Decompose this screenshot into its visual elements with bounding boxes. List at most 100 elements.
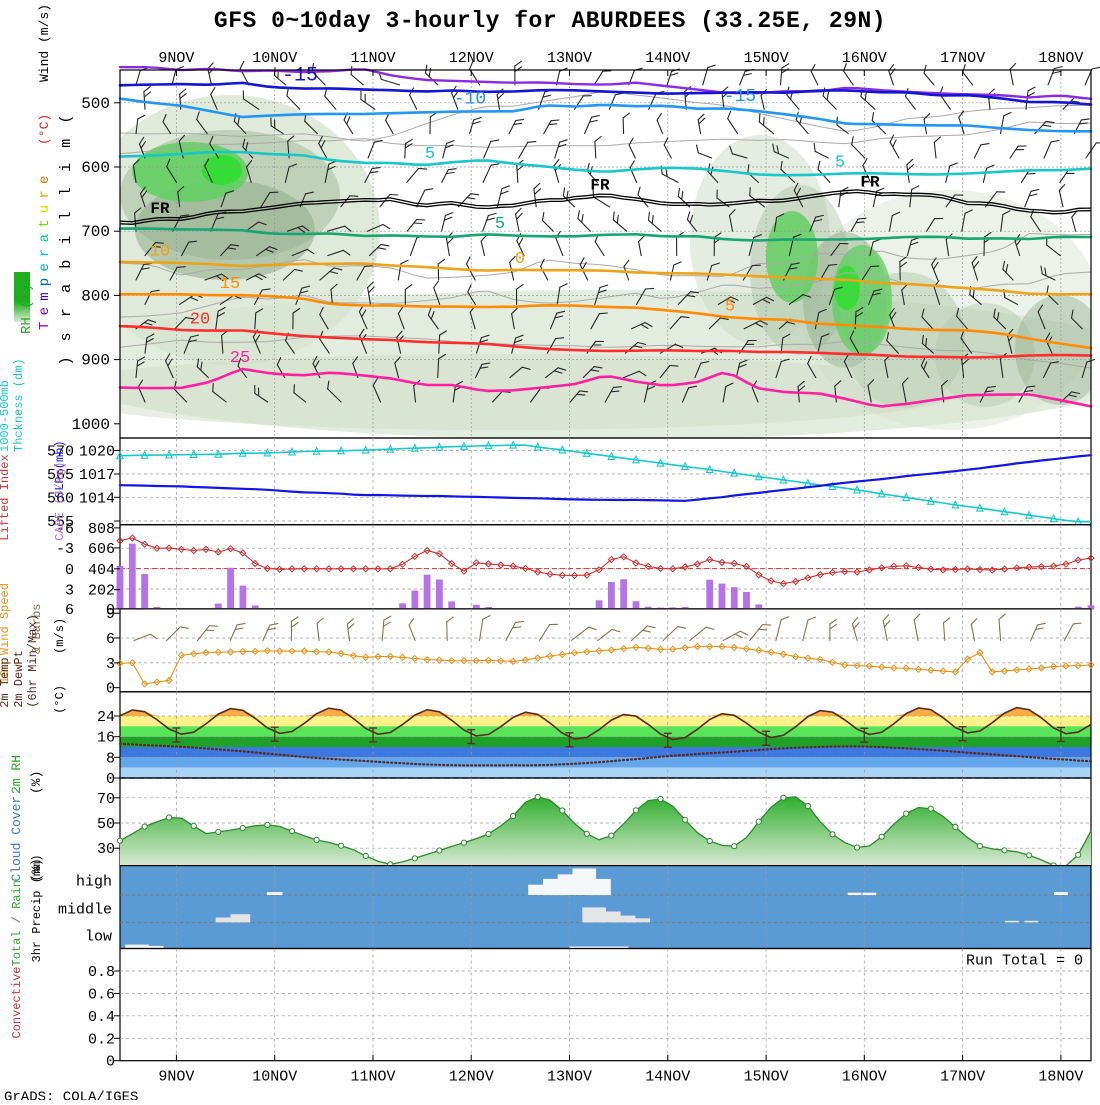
svg-text:10NOV: 10NOV (252, 1069, 297, 1086)
svg-text:25: 25 (230, 349, 250, 368)
svg-text:0: 0 (106, 681, 115, 698)
svg-text:500: 500 (81, 95, 110, 113)
svg-text:u: u (37, 205, 53, 213)
svg-text:10: 10 (150, 243, 170, 262)
svg-text:15: 15 (220, 275, 240, 294)
svg-text:FR: FR (150, 200, 170, 218)
svg-text:middle: middle (58, 902, 112, 919)
svg-text:a: a (37, 234, 53, 242)
svg-text:Lifted Index: Lifted Index (0, 454, 12, 540)
svg-text:i: i (58, 163, 75, 172)
svg-text:r: r (37, 249, 53, 257)
svg-text:5: 5 (425, 145, 435, 164)
svg-text:e: e (37, 263, 53, 271)
svg-text:16NOV: 16NOV (842, 1069, 887, 1086)
svg-text:s: s (58, 332, 75, 341)
svg-text:FR: FR (590, 176, 610, 194)
svg-text:9NOV: 9NOV (158, 50, 194, 67)
svg-text:2m DewPt: 2m DewPt (12, 650, 26, 708)
svg-text:6: 6 (65, 602, 74, 619)
svg-text:5: 5 (725, 298, 735, 317)
svg-text:11NOV: 11NOV (350, 1069, 395, 1086)
svg-text:16NOV: 16NOV (842, 50, 887, 67)
svg-text:900: 900 (81, 352, 110, 370)
svg-text:10NOV: 10NOV (252, 50, 297, 67)
svg-text:Convective: Convective (10, 966, 24, 1038)
svg-text:0.6: 0.6 (88, 986, 115, 1003)
svg-text:t: t (37, 219, 53, 227)
svg-text:): ) (58, 356, 75, 365)
svg-text:(%): (%) (29, 771, 44, 794)
svg-text:5: 5 (495, 215, 505, 234)
svg-text:T: T (37, 322, 53, 330)
svg-text:b: b (58, 260, 75, 269)
svg-text:700: 700 (81, 223, 110, 241)
svg-text:0: 0 (106, 771, 115, 788)
svg-text:20: 20 (190, 311, 210, 330)
svg-text:CAPE (J/kg): CAPE (J/kg) (53, 461, 67, 540)
svg-text:600: 600 (81, 159, 110, 177)
svg-text:high: high (76, 873, 112, 890)
svg-text:2m RH: 2m RH (9, 755, 24, 794)
svg-text:70: 70 (97, 791, 115, 808)
svg-text:2m Temp: 2m Temp (0, 657, 12, 707)
svg-text:0: 0 (106, 1054, 115, 1071)
svg-text:0.8: 0.8 (88, 964, 115, 981)
svg-text:800: 800 (81, 287, 110, 305)
svg-text:15NOV: 15NOV (744, 50, 789, 67)
svg-text:m: m (58, 139, 75, 148)
svg-text:Thckness (dm): Thckness (dm) (12, 358, 26, 452)
svg-text:1014: 1014 (79, 490, 115, 507)
svg-text:FR: FR (860, 173, 880, 191)
svg-text:(°C): (°C) (37, 114, 52, 145)
svg-text:l: l (58, 187, 75, 196)
svg-text:-10: -10 (454, 90, 486, 110)
svg-text:3hr Precip (mm): 3hr Precip (mm) (30, 854, 44, 962)
svg-text:16: 16 (97, 730, 115, 747)
svg-text:18NOV: 18NOV (1038, 1069, 1083, 1086)
svg-text:Cloud Cover: Cloud Cover (9, 796, 24, 882)
svg-text:low: low (85, 929, 112, 946)
svg-text:(: ( (58, 114, 75, 123)
svg-text:1000: 1000 (72, 416, 110, 434)
svg-text:r: r (37, 190, 53, 198)
svg-text:15NOV: 15NOV (744, 1069, 789, 1086)
svg-text:202: 202 (88, 583, 115, 600)
svg-text:-15: -15 (724, 87, 756, 107)
svg-text:(°C): (°C) (53, 685, 67, 714)
svg-text:GrADS: COLA/IGES: GrADS: COLA/IGES (4, 1090, 138, 1100)
svg-text:-3: -3 (56, 541, 74, 558)
svg-text:14NOV: 14NOV (645, 1069, 690, 1086)
svg-text:Total / Rain: Total / Rain (10, 880, 24, 966)
svg-text:0.4: 0.4 (88, 1009, 115, 1026)
svg-text:11NOV: 11NOV (350, 50, 395, 67)
svg-text:e: e (37, 176, 53, 184)
svg-text:3: 3 (65, 583, 74, 600)
svg-text:9: 9 (106, 606, 115, 623)
svg-text:0: 0 (515, 250, 525, 269)
svg-text:0: 0 (65, 562, 74, 579)
svg-text:17NOV: 17NOV (940, 1069, 985, 1086)
svg-text:i: i (58, 235, 75, 244)
svg-text:m: m (37, 292, 53, 300)
svg-text:3: 3 (106, 656, 115, 673)
svg-text:r: r (58, 308, 75, 317)
svg-text:24: 24 (97, 709, 115, 726)
svg-text:-15: -15 (282, 65, 318, 88)
svg-text:5: 5 (835, 154, 845, 173)
svg-text:13NOV: 13NOV (547, 50, 592, 67)
svg-text:30: 30 (97, 841, 115, 858)
svg-text:(6hr Min/Max): (6hr Min/Max) (26, 614, 40, 708)
svg-text:RH (%): RH (%) (19, 284, 35, 334)
svg-text:12NOV: 12NOV (449, 50, 494, 67)
svg-text:e: e (37, 307, 53, 315)
svg-text:6: 6 (106, 631, 115, 648)
svg-text:(m/s): (m/s) (53, 618, 67, 654)
svg-text:606: 606 (88, 541, 115, 558)
svg-text:14NOV: 14NOV (645, 50, 690, 67)
svg-text:Run Total = 0: Run Total = 0 (966, 953, 1083, 970)
svg-text:12NOV: 12NOV (449, 1069, 494, 1086)
svg-text:404: 404 (88, 562, 115, 579)
svg-text:50: 50 (97, 816, 115, 833)
svg-text:808: 808 (88, 521, 115, 538)
